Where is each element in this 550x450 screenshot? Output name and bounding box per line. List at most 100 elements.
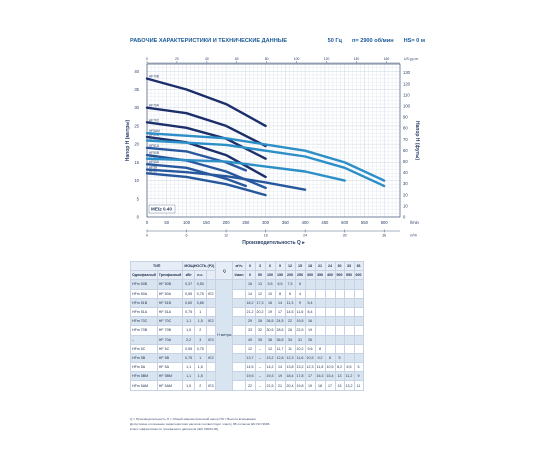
head-value: 40 (244, 334, 256, 345)
power-kw: 0,55 (182, 343, 195, 354)
spacer (232, 352, 246, 364)
x-tick-label: 100 (183, 220, 191, 225)
head-value: 12 (264, 343, 276, 354)
single-phase-model: – (130, 334, 158, 345)
head-value (334, 334, 345, 345)
three-phase-model: HF 70A (156, 334, 184, 345)
y-ft-tick-label: 30 (403, 181, 408, 186)
table-row: HFm 50B HF 50B 0,37 0,50 H метры 16 13 9,5 6,5 7,… (130, 279, 364, 391)
head-value (353, 334, 364, 345)
spacer (232, 297, 246, 308)
footnotes: Q = Производительность H = Общий маномет… (130, 417, 270, 432)
col-ie (205, 270, 217, 281)
curve-hf5bm (145, 139, 386, 188)
head-value: 15,4 (324, 371, 336, 382)
head-value: 16,3 (314, 371, 326, 382)
spacer (232, 306, 246, 318)
y-ft-tick-label: 0 (403, 215, 406, 220)
head-value: 8,4 (304, 306, 316, 318)
h-label: H метры (215, 279, 234, 391)
head-value: 14 (274, 297, 286, 308)
head-value: 13 (334, 371, 345, 382)
head-value (343, 306, 355, 318)
power-kw: 0,37 (182, 279, 195, 290)
q-m3h-value: 24 (324, 260, 336, 272)
q-m3h-value: 3 (254, 260, 266, 272)
head-value (353, 297, 364, 308)
head-value: 28 (254, 316, 266, 327)
head-value: 13,8 (284, 362, 296, 373)
power-hp: 1 (193, 306, 207, 318)
head-value: 19,8 (294, 380, 306, 391)
head-value: 10,5 (324, 362, 336, 373)
mei-label: MEI≥ 0.40 (151, 207, 172, 212)
power-hp: 1,5 (193, 371, 207, 382)
head-value: 12,3 (284, 352, 296, 364)
q-lmin-value: 100 (264, 270, 276, 281)
head-value (324, 288, 336, 299)
head-value (334, 297, 345, 308)
head-value (324, 297, 336, 308)
head-value (353, 306, 364, 318)
head-value: 39 (254, 334, 266, 345)
spacer (232, 316, 246, 327)
head-value (314, 306, 326, 318)
x-tick-label: 450 (321, 220, 329, 225)
head-value: 7,5 (284, 279, 296, 290)
power-hp: 1,5 (193, 362, 207, 373)
col-single-phase: Однофазный (130, 270, 158, 281)
head-value: 21,5 (264, 380, 276, 391)
q-m3h-value: 6 (264, 260, 276, 272)
head-value (353, 343, 364, 354)
head-value: 11,3 (284, 297, 296, 308)
head-value: 14 (244, 288, 256, 299)
three-phase-model: HF 5B (156, 352, 184, 364)
chart-header: РАБОЧИЕ ХАРАКТЕРИСТИКИ И ТЕХНИЧЕСКИЕ ДАН… (130, 38, 425, 44)
x-gpm-tick-label: 40 (205, 57, 209, 61)
curve-label: HF70C (149, 118, 160, 122)
curve-hf70b (145, 77, 267, 128)
x-m3h-tick-label: 0 (146, 234, 148, 238)
single-phase-model: HFm 51A (130, 306, 158, 318)
curve-label: HF5C (149, 169, 158, 173)
q-m3h-value: 33 (343, 260, 355, 272)
head-value (353, 279, 364, 290)
curve-label: HF5B (149, 166, 157, 170)
head-value: 13,7 (244, 352, 256, 364)
curve-label: HF51A (149, 144, 160, 148)
head-value (324, 316, 336, 327)
head-value (343, 279, 355, 290)
y-ft-tick-label: 120 (403, 81, 411, 86)
ie-class: IE2 (205, 316, 217, 327)
head-value: 18,4 (284, 371, 296, 382)
head-value: 11,6 (294, 352, 306, 364)
head-value: 9,6 (304, 343, 316, 354)
head-value: 16 (304, 316, 316, 327)
speed: n= 2900 об/мин (351, 38, 394, 44)
q-unit-lmin: l/мин (232, 270, 246, 281)
x-gpm-tick-label: 160 (384, 57, 390, 61)
head-value: 11,8 (314, 362, 326, 373)
head-value: 17,3 (254, 297, 266, 308)
head-value: 9 (294, 297, 306, 308)
power-kw: 1,1 (182, 371, 195, 382)
head-value: 14,5 (244, 362, 256, 373)
head-value (343, 288, 355, 299)
single-phase-model: HFm 5BM (130, 371, 158, 382)
head-value: 17 (324, 380, 336, 391)
head-value: 10 (264, 288, 276, 299)
x-axis-label: Производительность Q ▸ (242, 240, 305, 246)
ie-class (205, 306, 217, 318)
head-value (334, 279, 345, 290)
curve-hf70a (145, 106, 267, 148)
curve-label: HF5BM (149, 137, 160, 141)
performance-chart: 0510152025303540010203040506070809010011… (125, 57, 421, 246)
col-power: МОЩНОСТЬ (P2) (182, 260, 217, 272)
col-kw: кВт (182, 270, 195, 281)
note-efficiency: Класс эффективности трехфазного двигател… (130, 427, 219, 431)
head-value: 17 (304, 371, 316, 382)
power-hp: 1 (193, 352, 207, 364)
head-value: 19,5 (244, 371, 256, 382)
x-tick-label: 50 (164, 220, 169, 225)
